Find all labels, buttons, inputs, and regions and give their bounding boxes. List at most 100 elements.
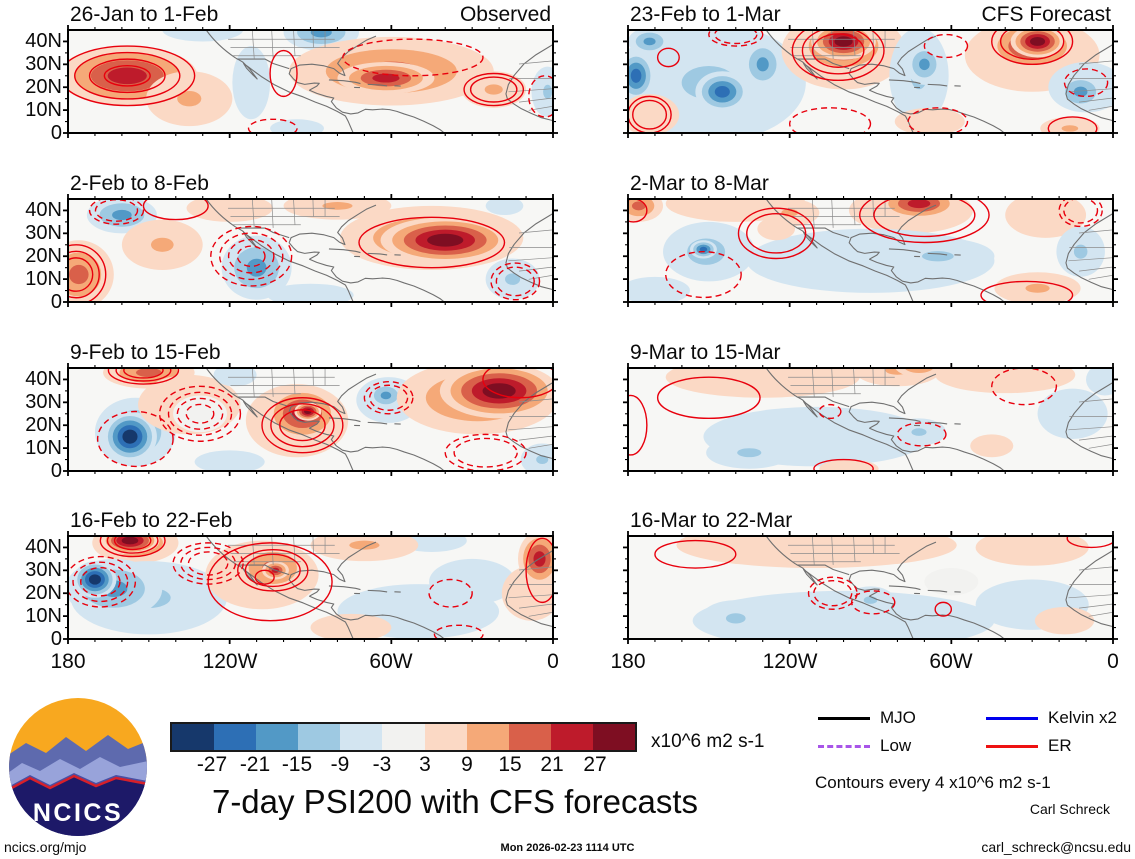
- panel-date-range: 16-Mar to 22-Mar: [630, 509, 793, 532]
- contour-lines: [628, 368, 1058, 471]
- lat-tick-label: 0: [50, 628, 62, 650]
- colorbar-cell: [214, 724, 257, 750]
- lon-tick-label: 120W: [202, 650, 258, 673]
- timestamp: Mon 2026-02-23 1114 UTC: [500, 842, 635, 854]
- lat-tick-label: 0: [50, 122, 62, 144]
- panel-title-row: 9-Feb to 15-Feb: [70, 341, 551, 365]
- lat-tick-label: 40N: [25, 536, 62, 558]
- colorbar-cell: [508, 724, 551, 750]
- panel-frame: [627, 29, 1114, 134]
- legend-line-dashed: [818, 744, 870, 748]
- anomaly-field: [68, 536, 553, 639]
- colorbar-cell: [592, 724, 636, 750]
- panel-title-row: 2-Feb to 8-Feb: [70, 172, 551, 196]
- anomaly-field: [628, 199, 1113, 302]
- coastline: [766, 536, 1113, 639]
- panel-frame: [67, 535, 554, 640]
- lat-tick-label: 10N: [25, 605, 62, 627]
- lat-tick-label: 20N: [25, 414, 62, 436]
- panel-column-tag: CFS Forecast: [981, 3, 1111, 26]
- map-panel-4: [623, 25, 1118, 138]
- coastline: [206, 30, 553, 133]
- legend-label: Low: [880, 736, 912, 755]
- anomaly-field: [628, 536, 1113, 639]
- colorbar-tick-label: -3: [372, 753, 392, 776]
- colorbar-tick-label: 27: [583, 753, 607, 776]
- anomaly-field: [628, 30, 1113, 133]
- colorbar-cell: [382, 724, 425, 750]
- colorbar-tick-label: -9: [330, 753, 350, 776]
- lon-tick-label: 180: [610, 650, 646, 673]
- colorbar-cell: [550, 724, 593, 750]
- panel-title-row: 16-Feb to 22-Feb: [70, 509, 551, 533]
- panel-frame: [627, 535, 1114, 640]
- colorbar-cell: [172, 724, 215, 750]
- lat-tick-label: 30N: [25, 222, 62, 244]
- lat-tick-label: 0: [50, 291, 62, 313]
- figure-title: 7-day PSI200 with CFS forecasts: [211, 783, 699, 820]
- contour-lines: [654, 536, 1113, 617]
- lon-tick-label: 180: [50, 650, 86, 673]
- lat-tick-label: 20N: [25, 245, 62, 267]
- panel-date-range: 26-Jan to 1-Feb: [70, 3, 219, 26]
- lat-tick-label: 30N: [25, 391, 62, 413]
- colorbar-cell: [340, 724, 383, 750]
- map-panel-5: [623, 194, 1118, 307]
- legend-item-er: ER: [986, 736, 1072, 756]
- ncics-logo: NCICS: [9, 698, 147, 836]
- map-panel-1: [63, 194, 558, 307]
- map-panel-3: [63, 531, 558, 644]
- lat-tick-label: 30N: [25, 559, 62, 581]
- panel-frame: [67, 29, 554, 134]
- lon-tick-label: 120W: [762, 650, 818, 673]
- site-url: ncics.org/mjo: [4, 839, 87, 855]
- contour-interval-note: Contours every 4 x10^6 m2 s-1: [815, 773, 1051, 792]
- legend-label: MJO: [880, 708, 916, 727]
- map-panel-6: [623, 363, 1118, 476]
- panel-title-row: 2-Mar to 8-Mar: [630, 172, 1111, 196]
- lat-tick-label: 10N: [25, 437, 62, 459]
- legend-label: ER: [1048, 736, 1072, 755]
- contour-lines: [628, 30, 1109, 133]
- colorbar-tick-label: 15: [498, 753, 522, 776]
- colorbar: [170, 722, 637, 752]
- lat-tick-label: 40N: [25, 199, 62, 221]
- lon-tick-label: 0: [547, 650, 559, 673]
- panel-frame: [67, 198, 554, 303]
- contour-lines: [68, 199, 541, 302]
- colorbar-tick-label: -15: [281, 753, 313, 776]
- panel-title-row: 26-Jan to 1-Feb Observed: [70, 3, 551, 27]
- panel-column-tag: Observed: [459, 3, 551, 26]
- logo-red-ridgeline: [9, 774, 147, 792]
- legend-label: Kelvin x2: [1048, 708, 1117, 727]
- colorbar-cell: [424, 724, 467, 750]
- lat-tick-label: 40N: [25, 368, 62, 390]
- anomaly-field: [68, 30, 553, 133]
- email-credit: carl_schreck@ncsu.edu: [981, 839, 1131, 855]
- map-panel-7: [623, 531, 1118, 644]
- colorbar-cell: [298, 724, 341, 750]
- lat-tick-label: 10N: [25, 99, 62, 121]
- panel-date-range: 2-Feb to 8-Feb: [70, 172, 209, 195]
- colorbar-cell: [256, 724, 299, 750]
- colorbar-tick-label: 9: [461, 753, 473, 776]
- coastline: [766, 30, 1113, 133]
- panel-title-row: 23-Feb to 1-Mar CFS Forecast: [630, 3, 1111, 27]
- lat-tick-label: 10N: [25, 268, 62, 290]
- panel-title-row: 16-Mar to 22-Mar: [630, 509, 1111, 533]
- colorbar-tick-label: 3: [419, 753, 431, 776]
- coastline: [766, 368, 1113, 471]
- legend-line-solid: [818, 716, 870, 720]
- panel-frame: [67, 367, 554, 472]
- map-panel-2: [63, 363, 558, 476]
- legend-item-kelvin-x2: Kelvin x2: [986, 708, 1117, 728]
- panel-date-range: 23-Feb to 1-Mar: [630, 3, 781, 26]
- coastline: [766, 199, 1113, 302]
- panel-frame: [627, 198, 1114, 303]
- panel-title-row: 9-Mar to 15-Mar: [630, 341, 1111, 365]
- colorbar-tick-label: -27: [196, 753, 228, 776]
- map-panel-0: [63, 25, 558, 138]
- lat-tick-label: 40N: [25, 30, 62, 52]
- colorbar-tick-label: -21: [239, 753, 271, 776]
